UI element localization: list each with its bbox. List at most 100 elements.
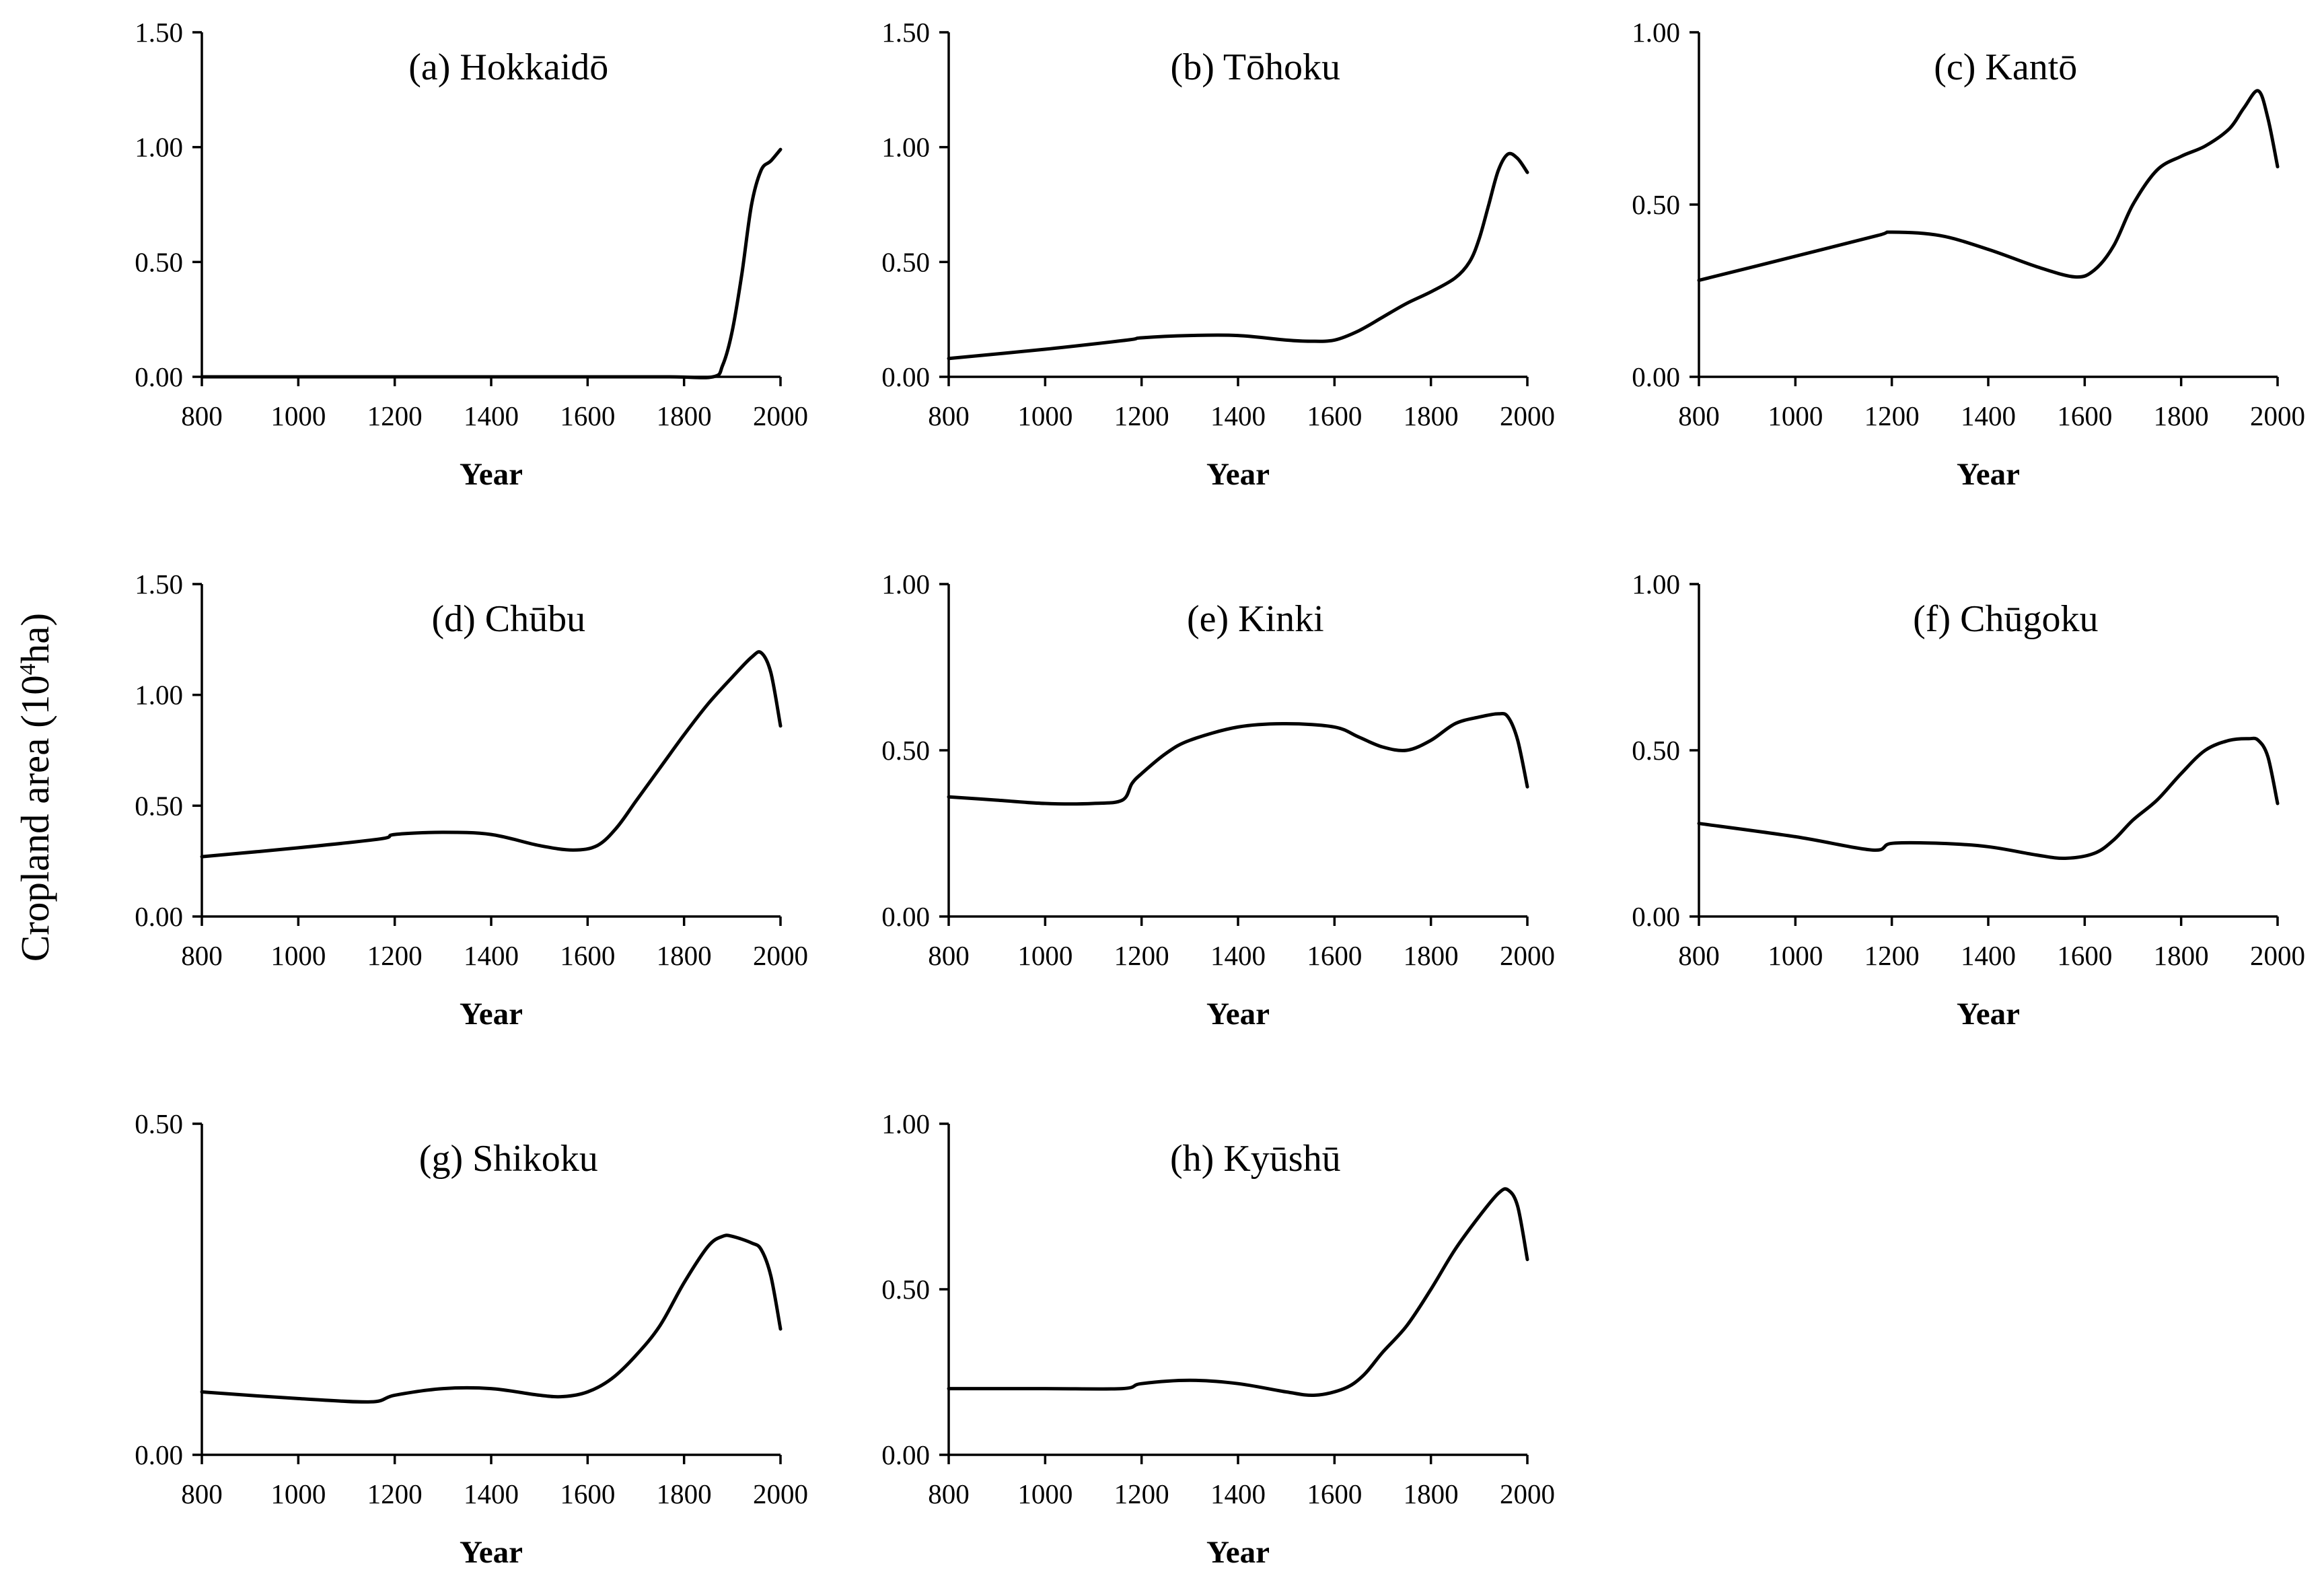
x-axis-title: Year xyxy=(460,1535,523,1570)
x-tick-label: 1400 xyxy=(464,400,519,431)
panel-shikoku: 0.00 0.50 800 1000 1200 1400 1600 1800 2000 Year (… xyxy=(135,1108,808,1570)
y-tick-label: 1.00 xyxy=(1632,17,1680,48)
y-tick-label: 1.50 xyxy=(135,569,183,600)
x-tick-label: 1600 xyxy=(1307,940,1362,971)
x-tick-label: 2000 xyxy=(2250,940,2305,971)
x-tick-label: 1000 xyxy=(1768,940,1823,971)
x-tick-label: 1600 xyxy=(560,1478,615,1509)
y-tick-label: 1.00 xyxy=(881,1108,930,1139)
y-tick-label: 0.50 xyxy=(1632,735,1680,766)
y-tick-label: 1.00 xyxy=(881,569,930,600)
x-tick-label: 1200 xyxy=(1864,400,1920,431)
y-tick-label: 1.00 xyxy=(135,132,183,163)
x-tick-label: 1200 xyxy=(1114,1478,1169,1509)
x-tick-label: 800 xyxy=(181,400,223,431)
series-line-kyushu xyxy=(947,1187,1529,1398)
x-tick-label: 1000 xyxy=(1768,400,1823,431)
x-tick-label: 1200 xyxy=(1114,400,1169,431)
panel-title: (g) Shikoku xyxy=(419,1138,598,1180)
x-tick-label: 800 xyxy=(181,1478,223,1509)
x-tick-label: 1000 xyxy=(270,1478,326,1509)
y-tick-label: 0.00 xyxy=(1632,901,1680,932)
x-tick-label: 2000 xyxy=(753,400,808,431)
y-axis-title-main: Cropland area (10 xyxy=(13,675,57,962)
y-tick-label: 1.50 xyxy=(135,17,183,48)
x-tick-label: 1800 xyxy=(2154,400,2209,431)
series-line-hokkaido xyxy=(200,147,783,380)
x-tick-label: 800 xyxy=(1678,940,1720,971)
y-tick-label: 1.00 xyxy=(1632,569,1680,600)
x-tick-label: 1800 xyxy=(657,1478,712,1509)
panel-chubu: 0.00 0.50 1.00 1.50 800 1000 1200 1400 1600 1800 2… xyxy=(135,569,808,1032)
y-tick-label: 1.50 xyxy=(881,17,930,48)
panel-title: (e) Kinki xyxy=(1187,598,1324,640)
y-tick-label: 0.00 xyxy=(881,901,930,932)
x-tick-label: 1400 xyxy=(1210,400,1266,431)
x-tick-label: 1200 xyxy=(367,940,423,971)
x-tick-label: 1600 xyxy=(560,400,615,431)
panel-hokkaido: 0.00 0.50 1.00 1.50 800 1000 1200 1400 1600 1800 2… xyxy=(135,17,808,492)
series-line-tohoku xyxy=(947,151,1529,361)
x-axis-title: Year xyxy=(1206,1535,1270,1570)
x-tick-label: 2000 xyxy=(753,1478,808,1509)
panel-title: (a) Hokkaidō xyxy=(408,46,608,88)
y-tick-label: 0.50 xyxy=(1632,189,1680,220)
panel-kanto: 0.00 0.50 1.00 800 1000 1200 1400 1600 1800 2000 Y… xyxy=(1632,17,2305,492)
x-tick-label: 1800 xyxy=(2154,940,2209,971)
x-tick-label: 1400 xyxy=(464,940,519,971)
x-tick-label: 800 xyxy=(928,940,970,971)
x-tick-label: 1800 xyxy=(1404,400,1459,431)
x-tick-label: 1400 xyxy=(464,1478,519,1509)
x-tick-label: 1000 xyxy=(270,400,326,431)
panel-title: (b) Tōhoku xyxy=(1171,46,1341,88)
x-tick-label: 1200 xyxy=(367,400,423,431)
y-axis-title: Cropland area (104ha) xyxy=(13,613,57,962)
x-tick-label: 1800 xyxy=(1404,1478,1459,1509)
x-tick-label: 1400 xyxy=(1210,940,1266,971)
x-tick-label: 2000 xyxy=(1500,400,1555,431)
x-tick-label: 2000 xyxy=(753,940,808,971)
panel-chugoku: 0.00 0.50 1.00 800 1000 1200 1400 1600 1800 2000 Y… xyxy=(1632,569,2305,1032)
x-tick-label: 1400 xyxy=(1210,1478,1266,1509)
x-axis-title: Year xyxy=(1206,997,1270,1032)
x-tick-label: 2000 xyxy=(1500,940,1555,971)
x-tick-label: 800 xyxy=(1678,400,1720,431)
series-line-kanto xyxy=(1697,89,2280,283)
x-axis-title: Year xyxy=(1957,457,2020,492)
y-axis-title-unit: ha) xyxy=(13,613,57,663)
y-tick-label: 0.50 xyxy=(881,735,930,766)
panel-kyushu: 0.00 0.50 1.00 800 1000 1200 1400 1600 1800 2000 Y… xyxy=(881,1108,1555,1570)
x-tick-label: 800 xyxy=(181,940,223,971)
series-line-shikoku xyxy=(200,1233,783,1404)
x-tick-label: 1600 xyxy=(2057,400,2112,431)
x-tick-label: 1000 xyxy=(1017,940,1073,971)
x-axis-title: Year xyxy=(1957,997,2020,1032)
y-tick-label: 0.00 xyxy=(135,901,183,932)
panel-title: (h) Kyūshū xyxy=(1170,1138,1341,1180)
series-line-chugoku xyxy=(1697,736,2280,861)
y-tick-label: 0.50 xyxy=(135,246,183,277)
y-tick-label: 0.00 xyxy=(135,361,183,392)
x-tick-label: 1200 xyxy=(367,1478,423,1509)
y-tick-label: 0.50 xyxy=(881,246,930,277)
x-tick-label: 1600 xyxy=(2057,940,2112,971)
y-tick-label: 0.50 xyxy=(881,1274,930,1305)
x-axis-title: Year xyxy=(460,457,523,492)
x-tick-label: 1800 xyxy=(1404,940,1459,971)
x-tick-label: 2000 xyxy=(1500,1478,1555,1509)
x-tick-label: 1400 xyxy=(1961,400,2016,431)
panel-title: (f) Chūgoku xyxy=(1913,598,2098,640)
y-tick-label: 0.00 xyxy=(1632,361,1680,392)
series-line-chubu xyxy=(200,650,783,859)
y-tick-label: 0.00 xyxy=(881,361,930,392)
x-tick-label: 1000 xyxy=(1017,1478,1073,1509)
y-tick-label: 0.50 xyxy=(135,790,183,821)
y-tick-label: 0.00 xyxy=(135,1439,183,1470)
x-tick-label: 1600 xyxy=(1307,1478,1362,1509)
x-tick-label: 1600 xyxy=(1307,400,1362,431)
y-tick-label: 1.00 xyxy=(881,132,930,163)
panel-kinki: 0.00 0.50 1.00 800 1000 1200 1400 1600 1800 2000 Y… xyxy=(881,569,1555,1032)
y-tick-label: 1.00 xyxy=(135,680,183,711)
